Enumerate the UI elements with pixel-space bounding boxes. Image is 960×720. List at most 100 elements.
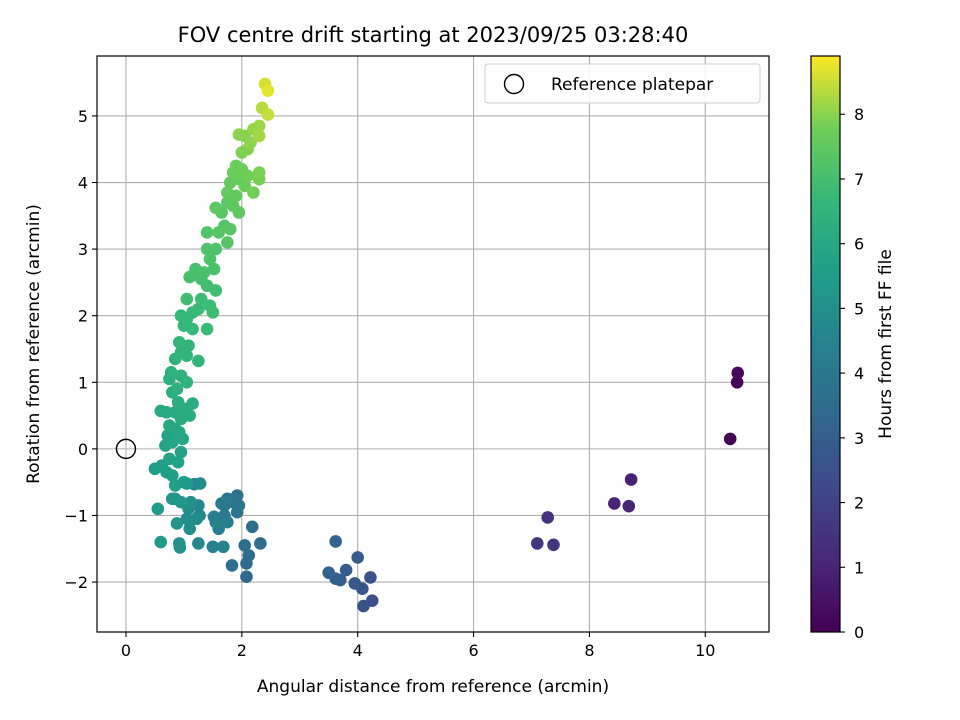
data-point xyxy=(180,512,194,526)
colorbar-tick-label: 7 xyxy=(854,170,864,189)
data-point xyxy=(183,522,196,536)
data-point xyxy=(200,322,214,336)
data-point xyxy=(261,108,275,121)
legend-box xyxy=(484,63,761,104)
data-point xyxy=(206,540,220,554)
data-point xyxy=(200,242,214,256)
x-tick-label: 6 xyxy=(468,641,478,660)
data-point xyxy=(241,169,254,183)
reference-platepar-marker xyxy=(115,438,137,460)
x-axis-label: Angular distance from reference (arcmin) xyxy=(257,677,609,697)
y-axis-label: Rotation from reference (arcmin) xyxy=(24,204,44,484)
data-point xyxy=(541,511,555,524)
data-point xyxy=(254,537,267,550)
legend: Reference platepar xyxy=(484,63,761,104)
data-point xyxy=(322,566,336,580)
data-point xyxy=(723,432,737,446)
legend-reference-label: Reference platepar xyxy=(551,75,713,95)
y-tick-label: 3 xyxy=(78,240,88,259)
data-point xyxy=(232,128,246,141)
data-point xyxy=(164,366,178,379)
data-point xyxy=(168,479,182,492)
data-point xyxy=(247,186,260,199)
data-point xyxy=(182,339,195,352)
data-point xyxy=(547,538,560,552)
x-tick-label: 4 xyxy=(353,641,363,660)
y-tick-label: 0 xyxy=(78,440,88,459)
data-point xyxy=(348,577,362,590)
data-point xyxy=(252,119,266,133)
colorbar-tick-label: 5 xyxy=(854,299,864,318)
data-point xyxy=(192,302,205,316)
data-point xyxy=(252,129,266,143)
data-point xyxy=(180,477,194,490)
data-points xyxy=(115,77,745,613)
data-point xyxy=(186,397,199,410)
data-point xyxy=(193,477,207,490)
data-point xyxy=(184,495,198,509)
data-point xyxy=(252,166,266,179)
data-point xyxy=(166,435,179,449)
x-tick-label: 8 xyxy=(584,641,594,660)
data-point xyxy=(242,549,256,562)
x-tick-label: 10 xyxy=(695,641,715,660)
data-point xyxy=(180,292,194,306)
data-point xyxy=(364,571,377,584)
colorbar-tick-label: 4 xyxy=(854,364,864,383)
colorbar-tick-label: 2 xyxy=(854,494,864,513)
data-point xyxy=(221,186,234,199)
data-point xyxy=(174,445,188,459)
x-tick-label: 0 xyxy=(121,641,131,660)
data-point xyxy=(232,206,246,219)
y-tick-label: 1 xyxy=(78,373,88,392)
data-point xyxy=(730,375,744,389)
data-point xyxy=(154,535,168,549)
data-point xyxy=(209,515,223,529)
y-tick-label: 5 xyxy=(78,107,88,126)
y-tick-label: −2 xyxy=(64,573,88,592)
data-point xyxy=(190,512,203,526)
data-point xyxy=(192,537,205,550)
plot-frame xyxy=(96,55,770,633)
x-tick-label: 2 xyxy=(237,641,247,660)
data-point xyxy=(624,473,638,486)
chart-title: FOV centre drift starting at 2023/09/25 … xyxy=(178,23,689,47)
data-point xyxy=(163,419,176,432)
colorbar-ticks: 0 1 2 3 4 5 6 7 8 xyxy=(840,105,864,642)
data-point xyxy=(351,551,364,564)
data-point xyxy=(186,322,199,336)
colorbar-tick-label: 8 xyxy=(854,105,864,124)
colorbar-label: Hours from first FF file xyxy=(876,249,896,439)
data-point xyxy=(608,497,621,510)
data-point xyxy=(223,222,237,236)
y-axis-ticks: −2 −1 0 1 2 3 4 5 xyxy=(64,107,97,592)
data-point xyxy=(238,539,252,552)
data-point xyxy=(221,515,234,529)
data-point xyxy=(215,497,228,510)
y-tick-label: 2 xyxy=(78,307,88,326)
data-point xyxy=(183,409,196,422)
data-point xyxy=(261,84,275,97)
data-point xyxy=(209,242,223,256)
colorbar-gradient xyxy=(810,55,841,633)
colorbar-tick-label: 0 xyxy=(854,623,864,642)
data-point xyxy=(622,499,636,513)
data-point xyxy=(192,354,205,368)
data-point xyxy=(530,537,544,550)
data-point xyxy=(206,306,220,319)
colorbar-tick-label: 1 xyxy=(854,558,864,577)
data-point xyxy=(194,292,208,306)
data-point xyxy=(173,541,187,554)
colorbar-tick-label: 3 xyxy=(854,429,864,448)
data-point xyxy=(230,505,244,519)
legend-reference-marker xyxy=(503,73,525,95)
data-point xyxy=(171,395,185,409)
data-point xyxy=(170,382,184,396)
data-point xyxy=(238,179,252,193)
y-tick-label: −1 xyxy=(64,506,88,525)
colorbar: 0 1 2 3 4 5 6 7 8 Hours from first FF file xyxy=(810,55,896,642)
data-point xyxy=(209,201,223,215)
data-point xyxy=(203,252,217,266)
data-point xyxy=(180,349,194,362)
